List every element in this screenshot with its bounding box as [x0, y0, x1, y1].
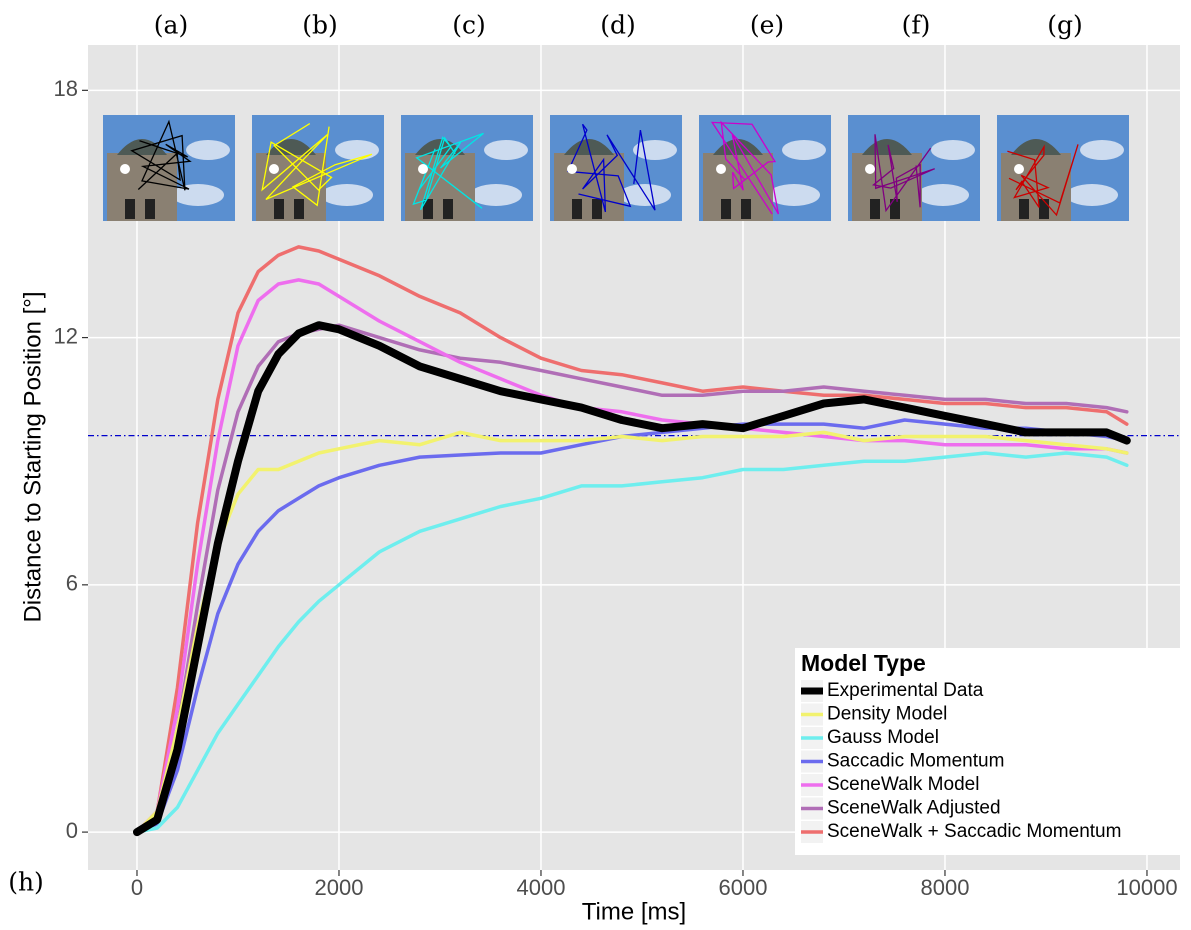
x-tick-label: 0	[131, 875, 143, 900]
tower	[554, 153, 624, 221]
x-tick-label: 2000	[315, 875, 364, 900]
x-tick-label: 6000	[719, 875, 768, 900]
tower	[1001, 153, 1071, 221]
window	[721, 199, 731, 219]
panel-label: (b)	[302, 11, 338, 40]
window	[443, 199, 453, 219]
chart: 0 6 12 18 0 2000 4000 6000 8000 10000 (a) (b) (c) (d)…	[0, 0, 1191, 930]
x-tick-label: 8000	[920, 875, 969, 900]
start-point	[269, 164, 279, 174]
thumbnail	[699, 115, 831, 221]
cloud	[470, 184, 522, 206]
cloud	[782, 140, 826, 160]
cloud	[484, 140, 528, 160]
cloud	[633, 140, 677, 160]
window	[870, 199, 880, 219]
legend-label: Density Model	[827, 704, 947, 725]
cloud	[1080, 140, 1124, 160]
x-tick-label: 4000	[517, 875, 566, 900]
window	[274, 199, 284, 219]
window	[294, 199, 304, 219]
legend-label: SceneWalk Model	[827, 774, 979, 795]
y-tick-label: 0	[66, 818, 78, 843]
window	[572, 199, 582, 219]
cloud	[321, 184, 373, 206]
window	[592, 199, 602, 219]
start-point	[1014, 164, 1024, 174]
legend: Model Type Experimental Data Density Model…	[795, 648, 1182, 855]
window	[145, 199, 155, 219]
x-axis-title: Time [ms]	[582, 898, 686, 925]
start-point	[120, 164, 130, 174]
thumbnail	[252, 115, 384, 221]
panel-label: (e)	[750, 11, 784, 40]
cloud	[917, 184, 969, 206]
cloud	[931, 140, 975, 160]
window	[125, 199, 135, 219]
start-point	[418, 164, 428, 174]
thumbnail	[848, 115, 980, 221]
panel-label: (d)	[600, 11, 636, 40]
panel-label: (g)	[1047, 11, 1083, 40]
legend-label: Experimental Data	[827, 680, 984, 701]
legend-label: Saccadic Momentum	[827, 751, 1004, 772]
panel-label: (a)	[154, 11, 188, 40]
thumbnail	[103, 115, 235, 221]
y-tick-label: 6	[66, 571, 78, 596]
thumbnail	[997, 115, 1129, 221]
corner-label: (h)	[8, 868, 44, 897]
cloud	[335, 140, 379, 160]
start-point	[716, 164, 726, 174]
y-tick-label: 12	[54, 323, 78, 348]
thumbnail	[401, 115, 533, 221]
window	[1019, 199, 1029, 219]
legend-label: Gauss Model	[827, 727, 939, 748]
thumbnails	[103, 115, 1129, 221]
panel-label: (f)	[902, 11, 931, 40]
window	[741, 199, 751, 219]
legend-title: Model Type	[801, 650, 926, 676]
start-point	[567, 164, 577, 174]
panel-label: (c)	[452, 11, 486, 40]
cloud	[1066, 184, 1118, 206]
window	[1039, 199, 1049, 219]
y-tick-label: 18	[54, 76, 78, 101]
tower	[405, 153, 475, 221]
x-tick-label: 10000	[1116, 875, 1177, 900]
thumbnail	[550, 115, 682, 221]
cloud	[186, 140, 230, 160]
start-point	[865, 164, 875, 174]
y-axis-title: Distance to Starting Position [°]	[19, 291, 46, 622]
legend-label: SceneWalk Adjusted	[827, 798, 1001, 819]
legend-label: SceneWalk + Saccadic Momentum	[827, 821, 1121, 842]
